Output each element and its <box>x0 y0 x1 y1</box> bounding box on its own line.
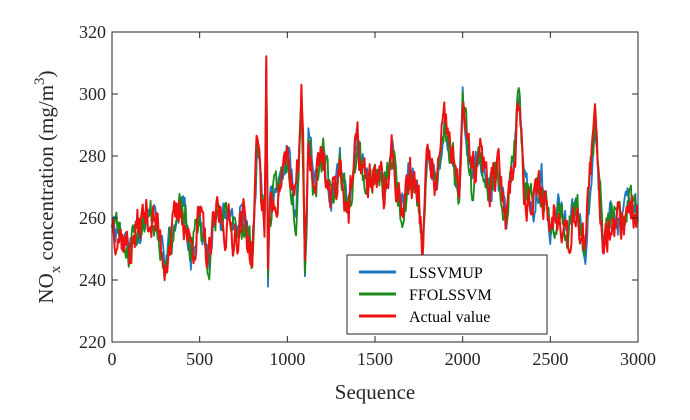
y-tick-label: 320 <box>79 22 106 42</box>
x-tick-label: 1500 <box>357 349 393 369</box>
x-tick-label: 0 <box>108 349 117 369</box>
plot-lines <box>111 55 639 288</box>
legend-label-lssvmup: LSSVMUP <box>409 265 483 282</box>
y-axis-label: NOx concentration (mg/m3) <box>32 70 64 303</box>
legend-label-ffolssvm: FFOLSSVM <box>409 287 492 304</box>
y-tick-label: 220 <box>79 332 106 352</box>
y-tick-label: 240 <box>79 270 106 290</box>
legend-label-actual-value: Actual value <box>409 309 490 326</box>
y-tick-label: 300 <box>79 84 106 104</box>
x-axis-label: Sequence <box>335 380 415 404</box>
series-line-actual-value <box>111 55 639 281</box>
x-tick-label: 500 <box>186 349 213 369</box>
axis-ticks: 0 500 1000 1500 2000 2500 3000 220 240 260 280 300 3… <box>79 22 656 369</box>
x-tick-label: 2000 <box>445 349 481 369</box>
x-tick-label: 1000 <box>269 349 305 369</box>
y-tick-label: 260 <box>79 208 106 228</box>
x-tick-label: 3000 <box>620 349 656 369</box>
y-tick-label: 280 <box>79 146 106 166</box>
legend: LSSVMUP FFOLSSVM Actual value <box>346 254 548 335</box>
x-tick-label: 2500 <box>532 349 568 369</box>
